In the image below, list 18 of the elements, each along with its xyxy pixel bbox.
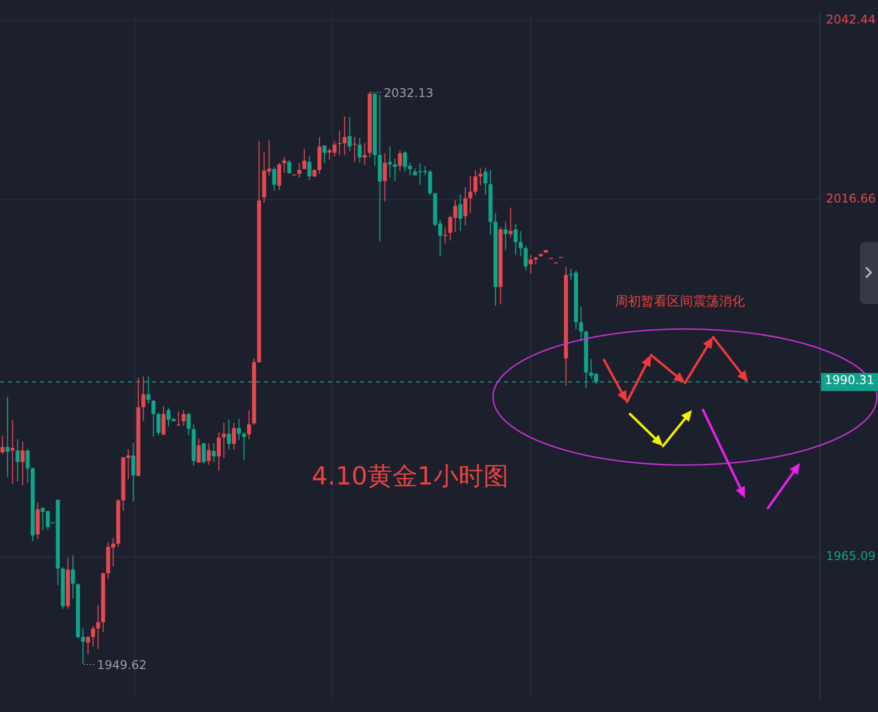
annotation: 2032.13: [384, 86, 434, 100]
candlestick: [388, 146, 392, 178]
y-tick-label: 2042.44: [826, 12, 876, 27]
candlestick: [443, 227, 448, 244]
annotation: 4.10黄金1小时图: [312, 462, 508, 490]
candlestick: [6, 396, 10, 477]
candlestick: [538, 254, 543, 256]
candlestick: [176, 411, 181, 426]
annotation: 周初暂看区间震荡消化: [615, 294, 745, 310]
candlestick: [544, 250, 548, 253]
candlestick: [392, 158, 397, 182]
y-tick-label: 1965.09: [826, 548, 876, 563]
annotation: 1949.62: [97, 658, 147, 672]
candlestick: [352, 137, 357, 162]
candlestick: [508, 208, 513, 238]
ref-line-label: 1990.31: [821, 372, 878, 391]
candlestick: [10, 420, 15, 484]
y-tick-label: 2016.66: [826, 191, 876, 206]
